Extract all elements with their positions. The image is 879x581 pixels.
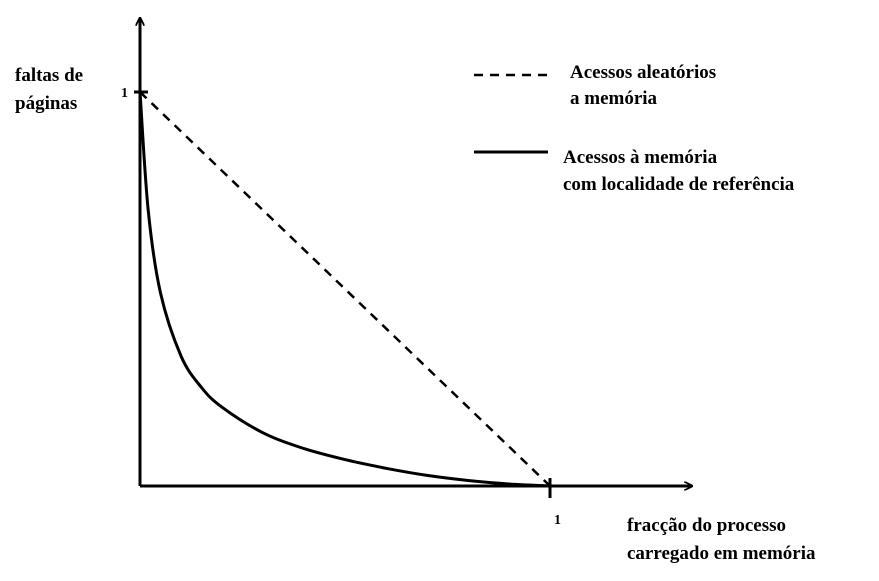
- x-axis-title-line-2: carregado em memória: [627, 543, 816, 564]
- y-axis-title: faltas de páginas: [15, 65, 88, 114]
- series-locality-line: [138, 91, 551, 488]
- legend-label-random-access-line-1: Acessos aleatórios: [570, 62, 716, 83]
- legend: Acessos aleatórios a memória Acessos à m…: [474, 62, 795, 195]
- legend-label-locality-line-1: Acessos à memória: [563, 147, 718, 168]
- x-axis-title-line-1: fracção do processo: [627, 515, 786, 536]
- x-axis-title: fracção do processo carregado em memória: [627, 515, 816, 564]
- x-tick-label: 1: [554, 513, 561, 528]
- legend-label-random-access: Acessos aleatórios a memória: [570, 62, 721, 109]
- legend-label-locality-line-2: com localidade de referência: [563, 174, 795, 195]
- y-axis-title-line-1: faltas de: [15, 65, 83, 86]
- legend-label-random-access-line-2: a memória: [570, 88, 658, 109]
- legend-label-locality: Acessos à memória com localidade de refe…: [563, 147, 795, 195]
- y-axis-title-line-2: páginas: [15, 93, 77, 114]
- y-tick-label: 1: [121, 86, 128, 101]
